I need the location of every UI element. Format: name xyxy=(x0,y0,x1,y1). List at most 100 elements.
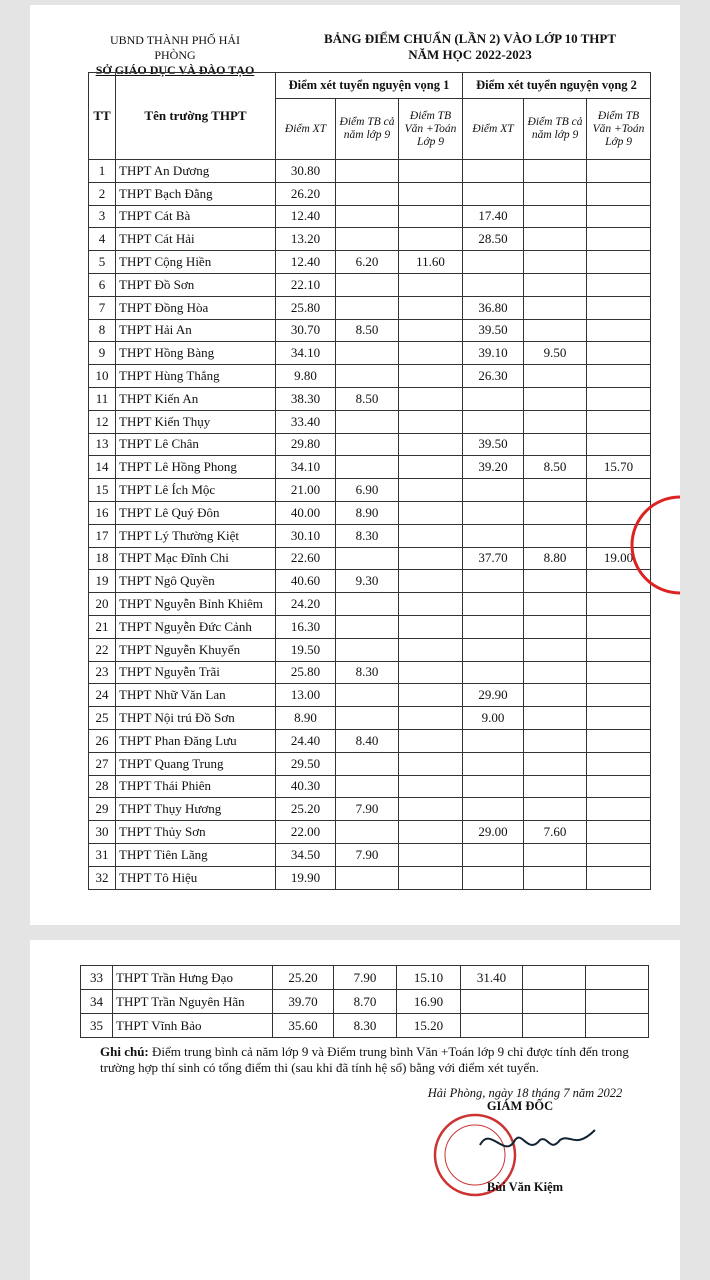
table-row: 16 THPT Lê Quý Đôn 40.00 8.90 xyxy=(88,500,652,525)
score-cell: 30.70 xyxy=(275,318,336,343)
score-cell xyxy=(462,500,525,525)
score-cell: 8.50 xyxy=(523,455,588,480)
score-cell xyxy=(335,546,399,571)
score-cell xyxy=(335,455,399,480)
score-cell: 40.60 xyxy=(275,569,336,594)
row-number: 6 xyxy=(88,272,116,297)
score-cell xyxy=(586,865,652,890)
signer-name: Bùi Văn Kiệm xyxy=(486,1180,564,1194)
sub-header: Điểm XT xyxy=(462,98,525,160)
table-row: 33 THPT Trần Hưng Đạo 25.20 7.90 15.10 31.40 xyxy=(80,965,649,990)
score-cell xyxy=(397,592,464,616)
school-name: THPT Nguyễn Đức Cảnh xyxy=(115,614,276,639)
table-row: 25 THPT Nội trú Đồ Sơn 8.90 9.00 xyxy=(88,706,652,730)
row-number: 35 xyxy=(80,1013,113,1038)
stamp-partial xyxy=(630,495,680,595)
school-name: THPT Tô Hiệu xyxy=(115,865,276,890)
score-cell xyxy=(585,965,649,990)
score-cell xyxy=(523,227,588,252)
subheader-row: Điểm XT Điểm TB cả năm lớp 9 Điểm TB Văn +… xyxy=(89,98,652,160)
score-cell xyxy=(522,989,586,1014)
score-cell: 8.80 xyxy=(523,546,588,571)
score-cell: 19.50 xyxy=(275,637,336,662)
school-name: THPT Trần Hưng Đạo xyxy=(112,965,273,990)
school-name: THPT Vĩnh Bảo xyxy=(112,1013,273,1038)
score-cell xyxy=(397,478,464,502)
score-cell xyxy=(523,683,588,708)
score-cell xyxy=(586,409,652,434)
sub-header: Điểm XT xyxy=(275,98,336,160)
row-number: 23 xyxy=(88,660,116,685)
table-row: 29 THPT Thụy Hương 25.20 7.90 xyxy=(88,797,652,822)
score-cell: 21.00 xyxy=(275,478,336,502)
score-cell xyxy=(523,318,588,343)
score-cell: 29.50 xyxy=(275,751,336,776)
score-cell xyxy=(586,318,652,343)
score-cell: 17.40 xyxy=(462,204,525,229)
table-row: 12 THPT Kiến Thụy 33.40 xyxy=(88,409,652,434)
score-cell xyxy=(522,1013,586,1038)
row-number: 24 xyxy=(88,683,116,708)
score-cell xyxy=(397,386,464,411)
row-number: 9 xyxy=(88,341,116,366)
score-cell xyxy=(397,637,464,662)
table-row: 10 THPT Hùng Thắng 9.80 26.30 xyxy=(88,364,652,388)
table-row: 28 THPT Thái Phiên 40.30 xyxy=(88,774,652,799)
score-cell xyxy=(335,774,399,799)
score-cell xyxy=(586,159,652,183)
row-number: 17 xyxy=(88,523,116,548)
score-cell xyxy=(586,820,652,844)
sub-header: Điểm TB cả năm lớp 9 xyxy=(335,98,399,160)
score-cell xyxy=(462,637,525,662)
school-name: THPT Nhữ Văn Lan xyxy=(115,683,276,708)
score-cell: 8.40 xyxy=(335,728,399,753)
score-cell xyxy=(335,432,399,457)
score-cell xyxy=(397,797,464,822)
row-number: 7 xyxy=(88,295,116,320)
score-cell: 19.90 xyxy=(275,865,336,890)
score-cell xyxy=(586,706,652,730)
row-number: 5 xyxy=(88,250,116,274)
score-cell: 35.60 xyxy=(272,1013,334,1038)
score-cell xyxy=(335,820,399,844)
school-name: THPT Cát Bà xyxy=(115,204,276,229)
note: Ghi chú: Điểm trung bình cả năm lớp 9 và… xyxy=(100,1044,660,1076)
score-cell: 34.10 xyxy=(275,455,336,480)
row-number: 16 xyxy=(88,500,116,525)
score-cell xyxy=(397,364,464,388)
score-cell xyxy=(397,774,464,799)
score-cell xyxy=(523,250,588,274)
table-row: 26 THPT Phan Đăng Lưu 24.40 8.40 xyxy=(88,728,652,753)
score-cell xyxy=(462,592,525,616)
group-header: Điểm xét tuyển nguyện vọng 1 xyxy=(274,72,464,99)
doc-title: BẢNG ĐIỂM CHUẨN (LẦN 2) VÀO LỚP 10 THPT … xyxy=(290,31,650,63)
school-name: THPT Hùng Thắng xyxy=(115,364,276,388)
score-cell xyxy=(523,409,588,434)
score-cell xyxy=(335,683,399,708)
school-name: THPT Nguyễn Bỉnh Khiêm xyxy=(115,592,276,616)
score-cell: 16.30 xyxy=(275,614,336,639)
score-cell xyxy=(462,865,525,890)
row-number: 33 xyxy=(80,965,113,990)
score-cell: 31.40 xyxy=(460,965,523,990)
score-cell xyxy=(586,797,652,822)
score-cell xyxy=(335,409,399,434)
score-cell xyxy=(586,592,652,616)
score-cell xyxy=(397,683,464,708)
score-cell: 26.20 xyxy=(275,181,336,206)
score-cell xyxy=(462,478,525,502)
school-name: THPT Lê Quý Đôn xyxy=(115,500,276,525)
score-cell: 15.10 xyxy=(396,965,461,990)
row-number: 3 xyxy=(88,204,116,229)
table-row: 20 THPT Nguyễn Bỉnh Khiêm 24.20 xyxy=(88,592,652,616)
score-cell xyxy=(397,181,464,206)
school-name: THPT Nguyễn Khuyến xyxy=(115,637,276,662)
table-row: 18 THPT Mạc Đĩnh Chi 22.60 37.70 8.80 19.00 xyxy=(88,546,652,571)
score-cell xyxy=(462,523,525,548)
score-cell xyxy=(523,614,588,639)
score-table: TT Tên trường THPT Điểm xét tuyển nguyện v… xyxy=(88,72,652,890)
table-row: 30 THPT Thủy Sơn 22.00 29.00 7.60 xyxy=(88,820,652,844)
score-cell: 11.60 xyxy=(397,250,464,274)
row-number: 26 xyxy=(88,728,116,753)
header-row: TT Tên trường THPT Điểm xét tuyển nguyện v… xyxy=(88,72,652,160)
